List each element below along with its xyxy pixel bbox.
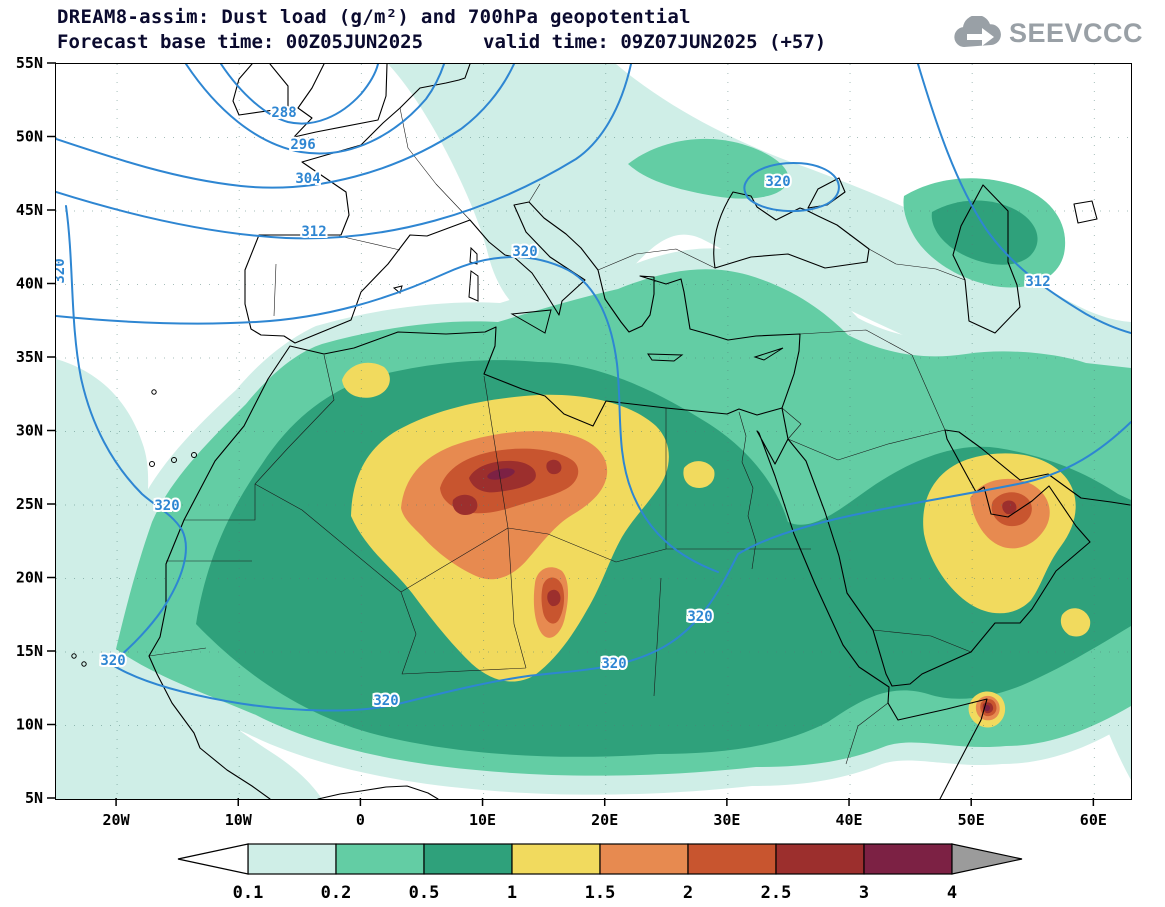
dust-region-1-uae bbox=[1060, 608, 1091, 637]
contour-312-west bbox=[56, 64, 632, 240]
contour-label: 320 bbox=[512, 244, 537, 260]
contour-320-ukraine-loop bbox=[743, 162, 840, 213]
valid-time: valid time: 09Z07JUN2025 (+57) bbox=[483, 31, 827, 53]
contour-label: 320 bbox=[765, 174, 790, 190]
contour-label: 288 bbox=[271, 105, 296, 121]
contour-label: 320 bbox=[100, 653, 125, 669]
contour-320-italy bbox=[56, 256, 719, 573]
dust-region-2.5-ne-spot bbox=[546, 459, 562, 475]
y-tick-label: 55N bbox=[16, 54, 43, 72]
dust-field bbox=[56, 64, 1131, 799]
dust-region-1-egypt-dot bbox=[683, 461, 715, 488]
contour-320-main bbox=[65, 205, 1131, 712]
dust-region-0.1-europe-band bbox=[388, 64, 1131, 409]
colorbar-segment bbox=[863, 843, 953, 875]
dust-region-0.2-balkans bbox=[628, 138, 789, 199]
y-tick-label: 35N bbox=[16, 348, 43, 366]
cape-verde-island bbox=[81, 661, 87, 667]
colorbar-segment bbox=[247, 843, 337, 875]
contour-labels: 288 296 304 312 320 320 312 320 320 320 320 320 320 bbox=[56, 103, 1053, 711]
dust-region-2.5-algeria-core bbox=[452, 494, 478, 515]
colorbar-segment bbox=[511, 843, 601, 875]
dust-region-0.5-caucasus-core bbox=[931, 200, 1038, 265]
y-tick-label: 20N bbox=[16, 569, 43, 587]
canary-island bbox=[191, 452, 197, 458]
coastlines bbox=[71, 64, 1131, 799]
dust-region-3-libya-max bbox=[487, 468, 515, 480]
contour-label: 304 bbox=[295, 171, 320, 187]
dust-region-1-morocco bbox=[342, 362, 390, 398]
dust-region-3-somalia-max bbox=[984, 705, 990, 711]
coastline-redsea-arabia bbox=[756, 407, 1131, 799]
x-tick-label: 40E bbox=[835, 811, 862, 829]
contour-288 bbox=[220, 64, 379, 125]
x-tick-label: 50E bbox=[958, 811, 985, 829]
colorbar-tick-label: 1 bbox=[507, 883, 517, 903]
contour-296 bbox=[185, 64, 445, 155]
y-tick-label: 30N bbox=[16, 422, 43, 440]
colorbar: 0.1 0.2 0.5 1 1.5 2 2.5 3 4 bbox=[177, 843, 1023, 903]
coastline-islands bbox=[392, 246, 784, 362]
colorbar-tick-label: 4 bbox=[947, 883, 957, 903]
x-tick-label: 30E bbox=[713, 811, 740, 829]
forecast-base-time: Forecast base time: 00Z05JUN2025 bbox=[57, 31, 424, 53]
canary-island bbox=[149, 461, 155, 467]
colorbar-below-arrow bbox=[177, 843, 249, 875]
colorbar-tick-label: 0.2 bbox=[321, 883, 352, 903]
cloud-arrow-logo-icon bbox=[954, 16, 1001, 47]
colorbar-segment bbox=[423, 843, 513, 875]
colorbar-tick-label: 0.1 bbox=[233, 883, 264, 903]
colorbar-tick-label: 2.5 bbox=[761, 883, 792, 903]
cape-verde-island bbox=[71, 653, 77, 659]
colorbar-tick-label: 2 bbox=[683, 883, 693, 903]
colorbar-tick-label: 0.5 bbox=[409, 883, 440, 903]
country-borders bbox=[148, 107, 972, 765]
colorbar-segment bbox=[335, 843, 425, 875]
chart-subtitle: Forecast base time: 00Z05JUN2025 valid t… bbox=[57, 31, 826, 53]
y-tick-label: 5N bbox=[25, 789, 43, 807]
y-tick-label: 15N bbox=[16, 642, 43, 660]
chart-title: DREAM8-assim: Dust load (g/m²) and 700hP… bbox=[57, 6, 691, 28]
colorbar-segment bbox=[687, 843, 777, 875]
geopotential-contours bbox=[56, 64, 1131, 712]
x-tick-label: 10E bbox=[469, 811, 496, 829]
seevccc-logo: SEEVCCC bbox=[951, 16, 1143, 50]
contour-label: 320 bbox=[687, 609, 712, 625]
map-plot-area: 288 296 304 312 320 320 312 320 320 320 320 320 320 bbox=[55, 63, 1132, 800]
contour-label: 320 bbox=[154, 498, 179, 514]
contour-label: 312 bbox=[1025, 274, 1050, 290]
dust-region-0.1-west-atlantic bbox=[56, 359, 322, 799]
x-tick-label: 60E bbox=[1080, 811, 1107, 829]
colorbar-tick-label: 3 bbox=[859, 883, 869, 903]
dust-region-2.5-saudi-core bbox=[1002, 500, 1017, 515]
contour-label: 320 bbox=[56, 258, 68, 283]
contour-label: 312 bbox=[301, 224, 326, 240]
y-tick-label: 25N bbox=[16, 495, 43, 513]
colorbar-tick-label: 1.5 bbox=[585, 883, 616, 903]
x-tick-label: 20W bbox=[103, 811, 131, 829]
contour-label: 320 bbox=[373, 693, 398, 709]
colorbar-segment bbox=[599, 843, 689, 875]
dust-region-2.5-chad-core bbox=[547, 589, 561, 607]
madeira-island bbox=[151, 389, 157, 395]
contour-312-east bbox=[917, 64, 1131, 334]
y-tick-label: 40N bbox=[16, 275, 43, 293]
colorbar-segment bbox=[775, 843, 865, 875]
coastline-europe-africa bbox=[148, 64, 801, 799]
colorbar-above-arrow bbox=[951, 843, 1023, 875]
contour-304 bbox=[56, 64, 515, 189]
y-tick-label: 10N bbox=[16, 716, 43, 734]
x-tick-label: 0 bbox=[356, 811, 365, 829]
canary-island bbox=[171, 457, 177, 463]
dust-load-map: 288 296 304 312 320 320 312 320 320 320 320 320 320 bbox=[56, 64, 1131, 799]
graticule bbox=[56, 64, 1131, 799]
contour-label: 320 bbox=[601, 656, 626, 672]
y-tick-label: 50N bbox=[16, 128, 43, 146]
coastline-caspian-aral bbox=[952, 184, 1098, 334]
brand-name: SEEVCCC bbox=[1008, 17, 1143, 48]
x-tick-label: 10W bbox=[225, 811, 253, 829]
y-tick-label: 45N bbox=[16, 201, 43, 219]
x-tick-label: 20E bbox=[591, 811, 618, 829]
contour-label: 296 bbox=[290, 137, 315, 153]
